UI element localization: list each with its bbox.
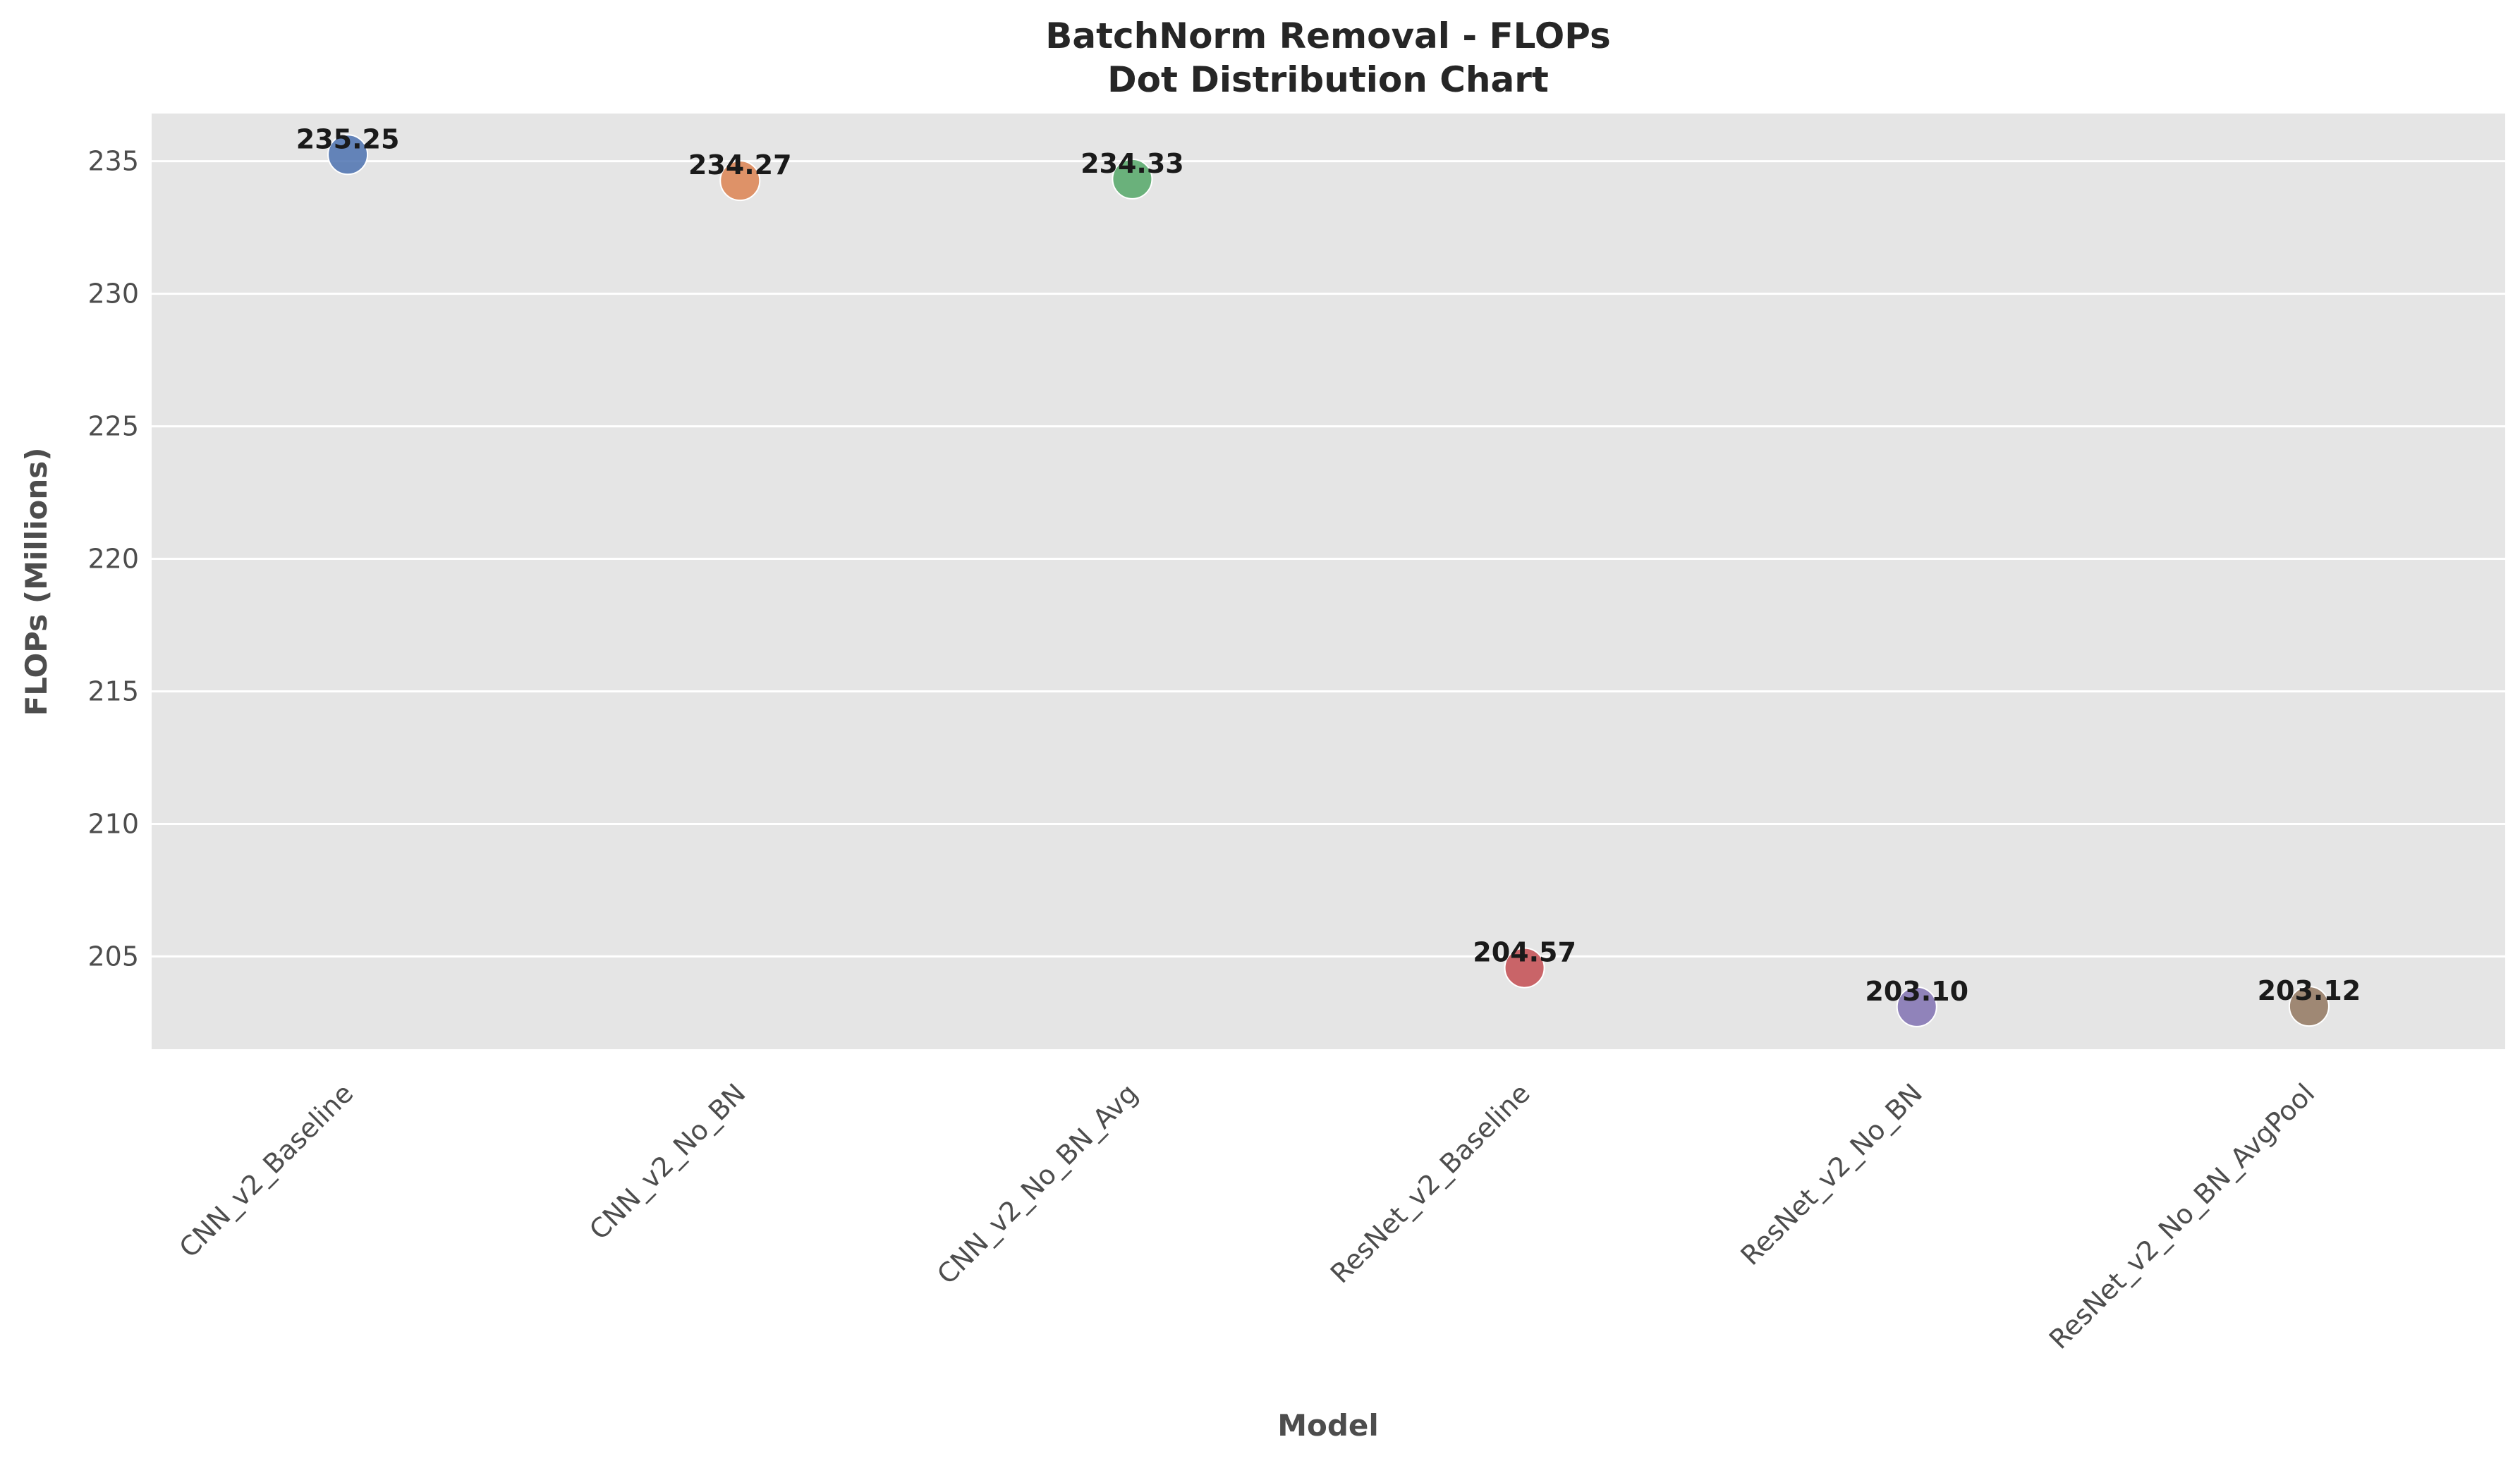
data-point	[1504, 947, 1545, 989]
data-label: 203.12	[2258, 975, 2361, 1006]
data-point	[2288, 986, 2330, 1027]
chart-subtitle: Dot Distribution Chart	[1107, 59, 1549, 100]
y-tick-label: 230	[87, 279, 139, 310]
data-label: 235.25	[296, 123, 400, 154]
x-tick-label: CNN_v2_Baseline	[174, 1077, 360, 1264]
data-label: 204.57	[1473, 937, 1576, 968]
y-axis-ticks: 205 210 215 220 225 230 235	[87, 146, 139, 972]
data-labels: 235.25 234.27 234.33 204.57 203.10 203.12	[296, 123, 2361, 1007]
data-points	[327, 134, 2330, 1027]
data-label: 234.27	[688, 149, 792, 181]
x-axis-label: Model	[1277, 1408, 1379, 1443]
data-point	[327, 134, 369, 176]
x-tick-label: CNN_v2_No_BN_Avg	[931, 1077, 1144, 1290]
grid-lines	[152, 160, 2505, 958]
x-tick-label: ResNet_v2_No_BN_AvgPool	[2043, 1077, 2320, 1355]
data-point	[1112, 158, 1153, 200]
y-tick-label: 220	[87, 544, 139, 575]
chart-title: BatchNorm Removal - FLOPs	[1045, 16, 1611, 56]
x-tick-label: CNN_v2_No_BN	[583, 1077, 751, 1245]
plot-area	[152, 114, 2505, 1049]
y-tick-label: 210	[87, 808, 139, 839]
x-tick-label: ResNet_v2_Baseline	[1325, 1077, 1536, 1289]
x-axis-ticks: CNN_v2_Baseline CNN_v2_No_BN CNN_v2_No_BN_…	[174, 1077, 2321, 1355]
y-tick-label: 205	[87, 941, 139, 972]
y-tick-label: 235	[87, 146, 139, 177]
x-tick-label: ResNet_v2_No_BN	[1734, 1077, 1928, 1271]
y-tick-label: 215	[87, 676, 139, 707]
data-point	[1896, 986, 1937, 1027]
data-label: 203.10	[1865, 976, 1968, 1007]
data-point	[719, 160, 761, 202]
data-label: 234.33	[1081, 148, 1184, 179]
y-tick-label: 225	[87, 411, 139, 442]
y-axis-label: FLOPs (Millions)	[19, 448, 54, 716]
